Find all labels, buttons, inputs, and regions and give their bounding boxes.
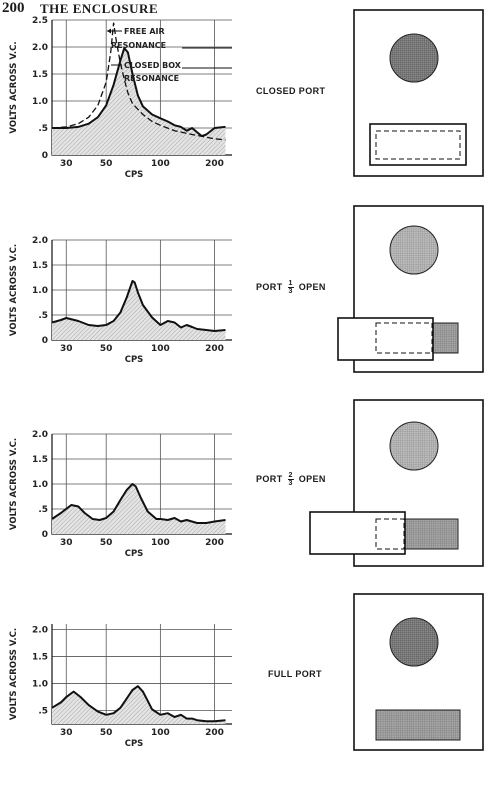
- running-head: THE ENCLOSURE: [40, 1, 159, 16]
- y-tick-label: 2.5: [32, 16, 48, 26]
- y-axis-label: VOLTS ACROSS V.C.: [9, 438, 19, 530]
- y-tick-label: 1.0: [32, 97, 48, 107]
- label-port-two-thirds-open: PORT 2 3 OPEN: [256, 472, 326, 487]
- x-tick-label: 30: [60, 728, 73, 738]
- y-tick-label: .5: [38, 311, 48, 321]
- port-outline-2: [375, 322, 433, 354]
- fraction-two-thirds: 2 3: [287, 472, 294, 487]
- x-tick-label: 100: [151, 728, 170, 738]
- enclosure-4: [353, 593, 484, 751]
- port-opening-4: [375, 709, 461, 741]
- port-outline-1: [375, 130, 461, 160]
- x-axis-label: CPS: [125, 739, 144, 749]
- x-tick-label: 200: [205, 728, 224, 738]
- x-tick-label: 100: [151, 538, 170, 548]
- port-board-3: [309, 511, 406, 555]
- y-tick-label: 2.0: [32, 43, 48, 53]
- y-tick-label: 0: [42, 336, 48, 346]
- label-port-word: PORT: [256, 473, 283, 484]
- label-port-one-third-open: PORT 1 3 OPEN: [256, 280, 326, 295]
- x-tick-label: 200: [205, 344, 224, 354]
- speaker-cone-2: [389, 225, 439, 275]
- y-tick-label: 1.0: [32, 679, 48, 689]
- speaker-cone-3: [389, 421, 439, 471]
- enclosure-2: [337, 205, 484, 373]
- y-tick-label: .5: [38, 505, 48, 515]
- x-tick-label: 30: [60, 159, 73, 169]
- label-full-port: FULL PORT: [268, 669, 322, 679]
- x-tick-label: 50: [100, 538, 113, 548]
- response-curve: [51, 685, 226, 723]
- annotation-closed-box-line2: RESONANCE: [124, 74, 179, 83]
- y-tick-label: 1.5: [32, 70, 48, 80]
- x-axis-label: CPS: [125, 355, 144, 365]
- annotation-free-air: FREE AIR: [124, 27, 165, 36]
- y-tick-label: .5: [38, 706, 48, 716]
- port-opening-3: [403, 518, 459, 550]
- y-tick-label: 2.0: [32, 430, 48, 440]
- free-air-curve: [51, 22, 226, 141]
- x-tick-label: 100: [151, 159, 170, 169]
- x-tick-label: 50: [100, 159, 113, 169]
- fraction-denominator: 3: [288, 288, 293, 295]
- annotation-arrowhead: [107, 28, 111, 34]
- fraction-numerator: 1: [287, 280, 294, 288]
- chart-port-two-thirds-open: 0 .5 1.0 1.5 2.0 30 50 100 200 CPS VOLTS ACROSS V.…: [9, 430, 232, 559]
- x-tick-label: 30: [60, 344, 73, 354]
- y-tick-label: .5: [38, 124, 48, 134]
- annotation-free-air-line2: RESONANCE: [111, 41, 166, 50]
- x-tick-label: 50: [100, 728, 113, 738]
- chart-port-one-third-open: 0 .5 1.0 1.5 2.0 30 50 100 200 CPS VOLTS ACROSS V.…: [9, 236, 232, 365]
- port-board-2: [337, 317, 434, 361]
- label-open-word: OPEN: [298, 473, 326, 484]
- label-port-word: PORT: [256, 281, 283, 292]
- y-tick-label: 1.5: [32, 652, 48, 662]
- response-area-fill: [52, 686, 226, 724]
- port-board-1: [369, 123, 467, 166]
- x-tick-label: 30: [60, 538, 73, 548]
- y-axis-label: VOLTS ACROSS V.C.: [9, 41, 19, 133]
- x-axis-label: CPS: [125, 549, 144, 559]
- speaker-cone-4: [389, 617, 439, 667]
- y-axis-label: VOLTS ACROSS V.C.: [9, 628, 19, 720]
- y-axis-label: VOLTS ACROSS V.C.: [9, 244, 19, 336]
- fraction-denominator: 3: [288, 480, 293, 487]
- speaker-cone-1: [389, 33, 439, 83]
- y-tick-label: 2.0: [32, 625, 48, 635]
- chart-closed-port: 0 .5 1.0 1.5 2.0 2.5 30 50 100 200 CPS VOLTS ACROSS…: [9, 16, 232, 180]
- label-open-word: OPEN: [298, 281, 326, 292]
- x-tick-label: 200: [205, 159, 224, 169]
- y-tick-label: 1.5: [32, 455, 48, 465]
- x-tick-label: 200: [205, 538, 224, 548]
- annotation-closed-box: CLOSED BOX: [124, 61, 182, 70]
- chart-full-port: .5 1.0 1.5 2.0 30 50 100 200 CPS VOLTS ACROSS V.C…: [9, 624, 232, 749]
- fraction-one-third: 1 3: [287, 280, 294, 295]
- response-curve: [51, 280, 226, 332]
- response-curve: [51, 483, 226, 524]
- port-outline-3: [375, 518, 405, 550]
- y-tick-label: 1.0: [32, 480, 48, 490]
- y-tick-label: 0: [42, 530, 48, 540]
- response-curve: [52, 47, 226, 138]
- y-tick-label: 1.5: [32, 261, 48, 271]
- fraction-numerator: 2: [287, 472, 294, 480]
- enclosure-3: [309, 399, 484, 567]
- response-area-fill: [52, 281, 226, 340]
- label-closed-port: CLOSED PORT: [256, 86, 326, 96]
- y-tick-label: 2.0: [32, 236, 48, 246]
- page-number: 200: [2, 0, 25, 16]
- enclosure-1: [353, 9, 484, 177]
- x-axis-label: CPS: [125, 170, 144, 180]
- x-tick-label: 50: [100, 344, 113, 354]
- y-tick-label: 1.0: [32, 286, 48, 296]
- x-tick-label: 100: [151, 344, 170, 354]
- y-tick-label: 0: [42, 151, 48, 161]
- port-opening-2: [431, 322, 459, 354]
